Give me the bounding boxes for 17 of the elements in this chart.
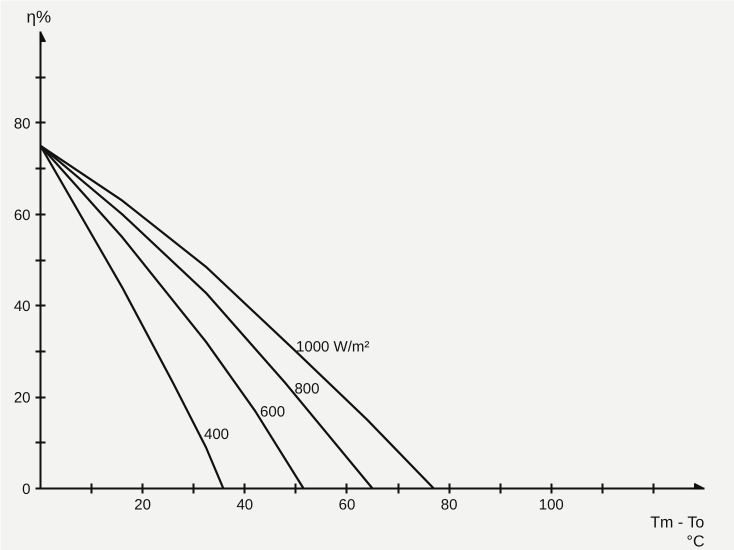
series-label: 800 <box>294 380 320 398</box>
y-tick-label: 40 <box>14 298 31 316</box>
x-tick-label: 60 <box>338 496 356 514</box>
x-tick-label: 100 <box>538 496 564 514</box>
x-axis-title: Tm - To <box>650 514 704 532</box>
x-tick-label: 80 <box>440 496 458 514</box>
x-tick-label: 20 <box>134 496 151 514</box>
y-tick-label: 80 <box>14 115 31 132</box>
series-label: 400 <box>204 426 230 444</box>
series-label: 1000 W/m² <box>296 338 370 356</box>
series-label: 600 <box>260 403 286 420</box>
y-axis-title: η% <box>26 8 52 26</box>
text: °C <box>686 534 704 550</box>
x-tick-label: 40 <box>236 496 254 514</box>
y-tick-label: 0 <box>22 481 30 498</box>
y-tick-label: 20 <box>14 390 31 407</box>
y-tick-label: 60 <box>14 206 31 224</box>
